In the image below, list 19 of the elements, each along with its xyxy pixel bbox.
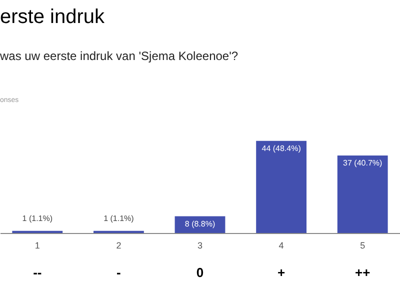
x-tick-label: 1 — [34, 240, 40, 250]
data-label: 37 (40.7%) — [343, 158, 382, 168]
text: + — [278, 265, 286, 280]
text: ++ — [355, 265, 371, 280]
x-tick-label: 4 — [278, 240, 284, 250]
bar — [337, 156, 388, 233]
data-label: 44 (48.4%) — [262, 144, 302, 153]
data-label: 8 (8.8%) — [184, 219, 216, 228]
x-tick-label: 5 — [360, 240, 366, 250]
data-label: 1 (1.1%) — [22, 214, 53, 223]
x-tick-label: 2 — [116, 240, 122, 250]
chart-title: erste indruk — [0, 6, 106, 28]
chart-subtitle: was uw eerste indruk van 'Sjema Koleenoe'? — [0, 49, 238, 63]
text: - — [116, 265, 121, 280]
text: 0 — [196, 265, 204, 280]
text: -- — [33, 265, 42, 280]
data-label: 1 (1.1%) — [104, 214, 134, 223]
bar — [256, 140, 307, 233]
x-tick-label: 3 — [197, 240, 203, 250]
